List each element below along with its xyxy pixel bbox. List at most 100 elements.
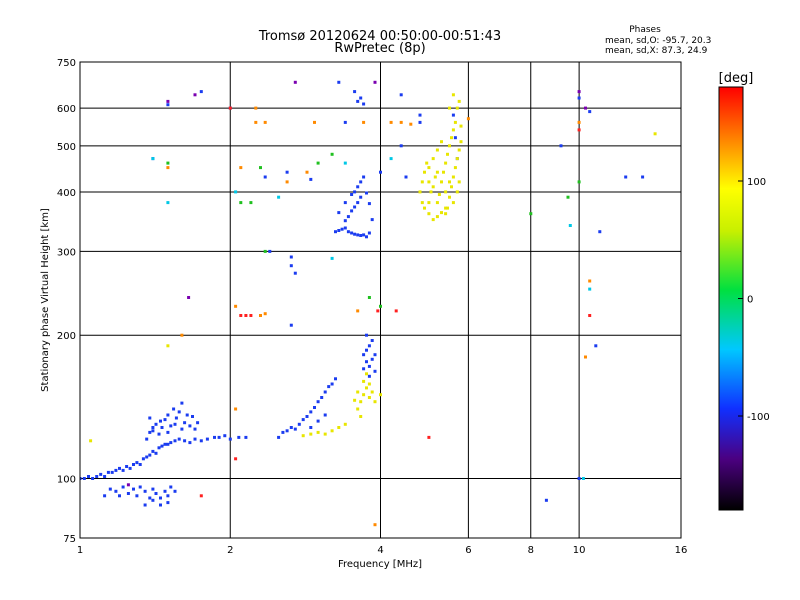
data-point	[163, 418, 167, 422]
data-point	[330, 256, 334, 260]
data-point	[379, 170, 382, 174]
data-point	[379, 393, 382, 397]
data-point	[193, 427, 197, 431]
data-point	[309, 410, 313, 414]
data-point	[173, 422, 177, 426]
data-point	[180, 427, 184, 431]
data-point	[145, 437, 149, 441]
data-point	[451, 93, 455, 97]
data-point	[138, 485, 142, 489]
data-point	[435, 148, 439, 152]
data-point	[584, 106, 587, 110]
data-point	[143, 489, 147, 493]
data-point	[451, 175, 455, 179]
data-point	[268, 249, 272, 253]
data-point	[293, 271, 297, 275]
data-point	[199, 494, 203, 498]
data-point	[263, 312, 267, 316]
data-point	[453, 166, 457, 170]
data-point	[125, 465, 129, 468]
data-point	[337, 426, 341, 429]
data-point	[316, 430, 320, 434]
data-point	[106, 470, 110, 474]
data-point	[427, 212, 431, 216]
data-point	[420, 180, 424, 184]
data-point	[80, 477, 82, 480]
data-point	[365, 372, 368, 376]
data-point	[624, 175, 628, 179]
data-point	[151, 429, 155, 433]
data-point	[653, 132, 657, 136]
data-point	[435, 215, 439, 219]
data-point	[359, 96, 363, 100]
data-point	[577, 120, 581, 124]
data-point	[87, 475, 90, 478]
data-point	[191, 415, 194, 418]
data-point	[249, 314, 253, 317]
data-point	[169, 485, 173, 489]
data-point	[169, 424, 173, 428]
data-point	[151, 449, 155, 453]
grid-lines	[80, 62, 681, 538]
data-point	[353, 398, 357, 402]
data-point	[581, 477, 585, 480]
data-point	[343, 161, 347, 165]
colorbar-tick-label: 0	[747, 295, 753, 306]
data-point	[193, 93, 197, 97]
data-point	[429, 190, 433, 194]
data-point	[588, 110, 592, 114]
data-point	[89, 439, 93, 443]
data-point	[121, 468, 125, 472]
data-point	[234, 457, 238, 461]
data-point	[323, 432, 327, 436]
data-point	[334, 230, 337, 234]
x-tick-label: 2	[227, 545, 233, 556]
plot-frame	[79, 61, 682, 539]
data-point	[423, 206, 426, 210]
x-tick-label: 6	[465, 545, 471, 556]
stats-x-line: mean, sd,X: 87.3, 24.9	[605, 46, 708, 56]
data-point	[370, 357, 374, 361]
data-point	[409, 122, 413, 126]
data-point	[166, 161, 170, 165]
data-point	[289, 255, 293, 259]
y-tick-label: 100	[57, 475, 76, 486]
data-point	[373, 369, 377, 373]
data-point	[301, 418, 305, 422]
data-point	[459, 124, 463, 128]
data-point	[285, 429, 289, 433]
data-point	[444, 161, 448, 165]
data-point	[99, 472, 103, 476]
data-point	[148, 496, 152, 500]
data-point	[418, 120, 422, 124]
data-point	[143, 503, 147, 507]
data-point	[138, 463, 142, 466]
data-point	[259, 314, 262, 317]
y-tick-label: 400	[57, 188, 76, 199]
data-point	[132, 487, 135, 491]
data-point	[577, 180, 581, 184]
data-point	[343, 120, 347, 124]
data-point	[301, 434, 305, 438]
data-point	[399, 93, 403, 97]
data-point	[370, 390, 374, 394]
data-point	[399, 144, 403, 148]
data-point	[205, 437, 209, 441]
data-point	[353, 232, 357, 236]
data-point	[437, 193, 441, 196]
data-point	[450, 185, 453, 189]
data-point	[316, 400, 320, 404]
data-point	[154, 492, 158, 495]
data-point	[313, 406, 316, 409]
data-point	[356, 407, 360, 411]
y-tick-label: 600	[57, 104, 76, 115]
data-point	[359, 195, 363, 199]
data-point	[334, 377, 337, 381]
colorbar-tick-label: -100	[747, 412, 770, 423]
data-point	[594, 344, 598, 348]
data-point	[118, 494, 121, 498]
data-point	[641, 175, 645, 179]
x-tick-label: 10	[573, 545, 586, 556]
data-point	[289, 323, 293, 327]
